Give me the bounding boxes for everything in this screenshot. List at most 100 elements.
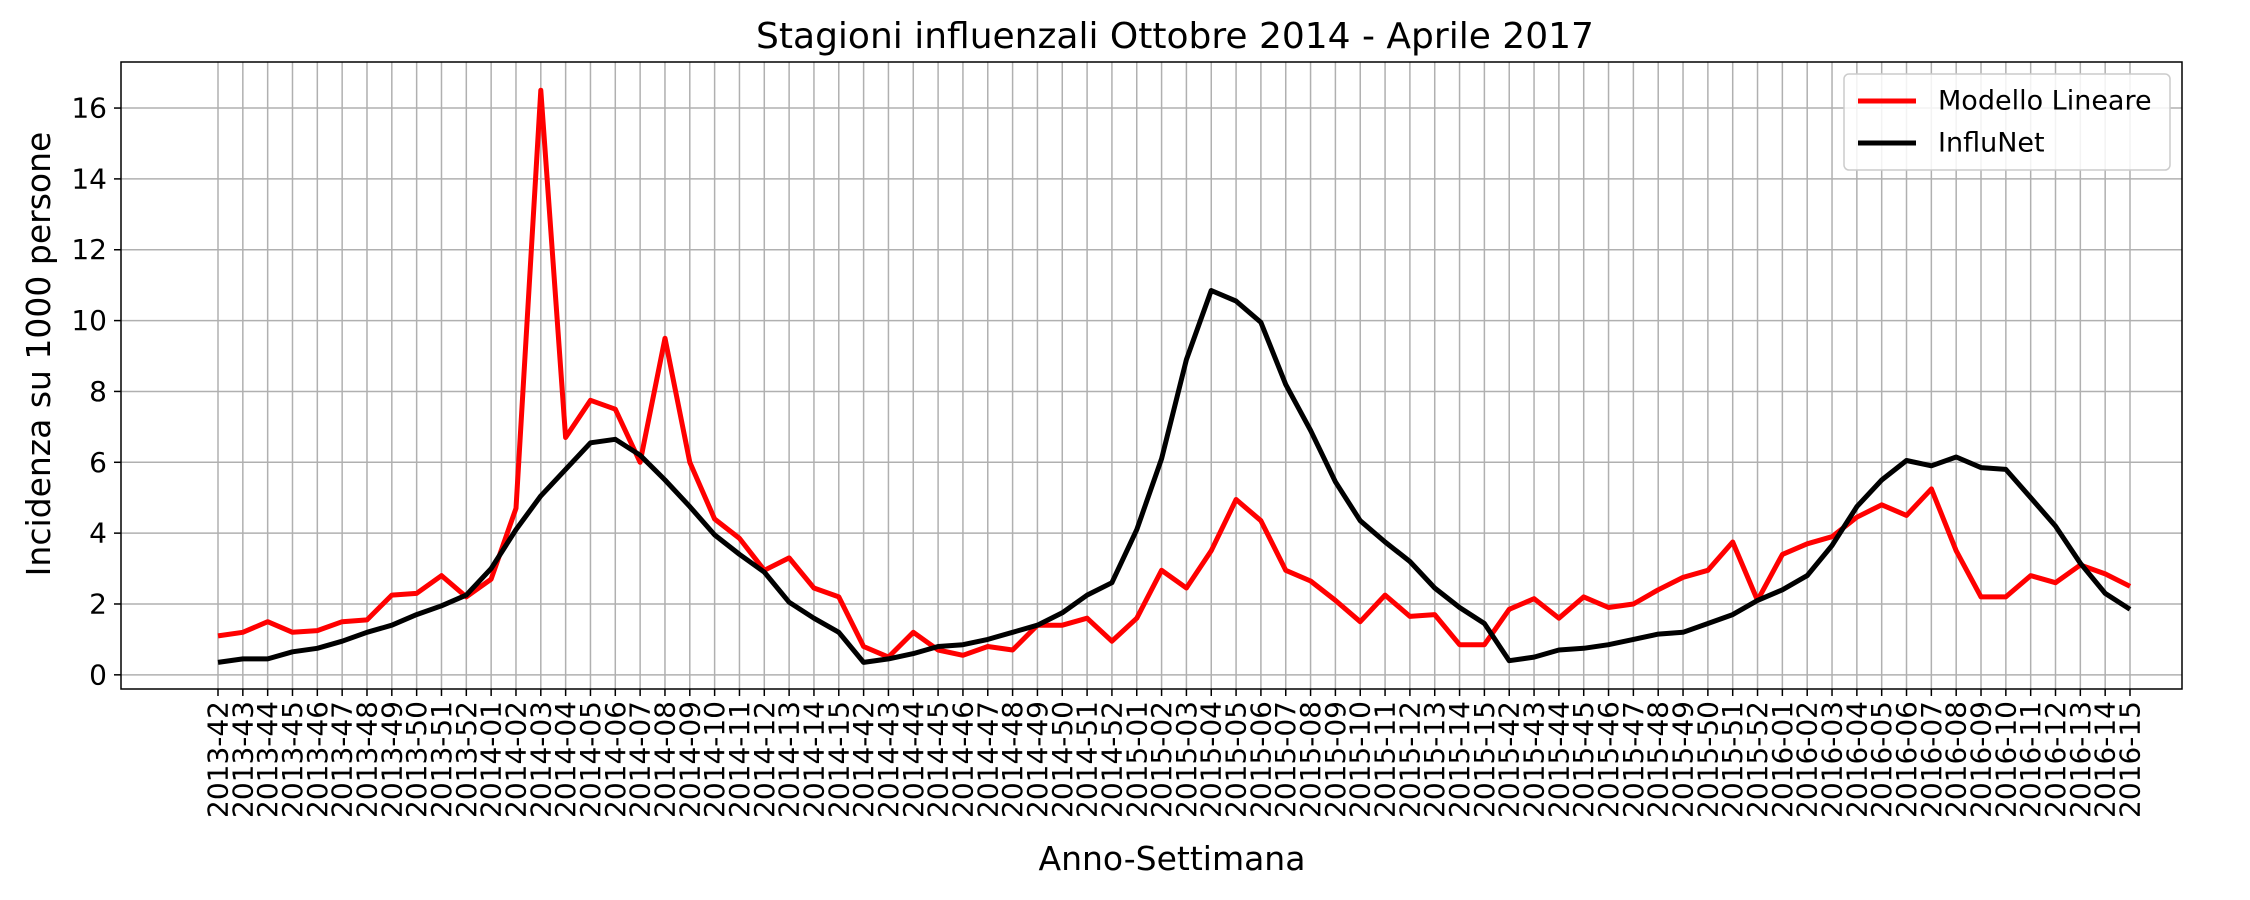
x-tick-label: 2015-03 bbox=[1170, 701, 1203, 818]
x-tick-label: 2015-46 bbox=[1592, 701, 1625, 818]
y-tick-label: 14 bbox=[71, 162, 107, 195]
y-axis-label: Incidenza su 1000 persone bbox=[19, 132, 58, 577]
x-tick-label: 2014-42 bbox=[847, 701, 880, 818]
grid bbox=[121, 62, 2182, 689]
x-tick-label: 2014-07 bbox=[624, 701, 657, 818]
y-tick-label: 0 bbox=[89, 658, 107, 691]
x-tick-label: 2016-02 bbox=[1791, 701, 1824, 818]
series-line-influnet bbox=[217, 288, 2132, 665]
x-tick-label: 2016-11 bbox=[2014, 701, 2047, 818]
series-lines bbox=[217, 87, 2132, 665]
x-tick-label: 2015-05 bbox=[1220, 701, 1253, 818]
x-tick-label: 2014-02 bbox=[499, 701, 532, 818]
x-tick-label: 2015-47 bbox=[1617, 701, 1650, 818]
y-tick-label: 4 bbox=[89, 517, 107, 550]
x-tick-label: 2013-48 bbox=[350, 701, 383, 818]
x-tick-label: 2015-06 bbox=[1244, 701, 1277, 818]
y-tick-label: 16 bbox=[71, 92, 107, 125]
x-tick-label: 2015-48 bbox=[1642, 701, 1675, 818]
x-tick-label: 2015-07 bbox=[1269, 701, 1302, 818]
y-tick-label: 8 bbox=[89, 375, 107, 408]
x-tick-label: 2014-05 bbox=[574, 701, 607, 818]
y-axis: 0 2 4 6 8 10 12 14 16 bbox=[71, 92, 121, 691]
x-tick-label: 2015-44 bbox=[1542, 701, 1575, 818]
x-tick-label: 2013-43 bbox=[226, 701, 259, 818]
x-tick-label: 2014-49 bbox=[1021, 701, 1054, 818]
x-tick-label: 2013-49 bbox=[375, 701, 408, 818]
x-tick-label: 2015-04 bbox=[1195, 701, 1228, 818]
y-tick-label: 10 bbox=[71, 304, 107, 337]
legend-label-modello-lineare: Modello Lineare bbox=[1938, 86, 2152, 117]
x-tick-label: 2013-44 bbox=[251, 701, 284, 818]
legend-label-influnet: InfluNet bbox=[1938, 128, 2045, 159]
x-tick-label: 2016-03 bbox=[1816, 701, 1849, 818]
x-tick-label: 2013-50 bbox=[400, 701, 433, 818]
x-tick-label: 2015-08 bbox=[1294, 701, 1327, 818]
x-tick-label: 2013-45 bbox=[276, 701, 309, 818]
x-tick-label: 2014-43 bbox=[872, 701, 905, 818]
x-tick-label: 2014-06 bbox=[599, 701, 632, 818]
x-tick-label: 2015-13 bbox=[1418, 701, 1451, 818]
x-tick-label: 2015-01 bbox=[1120, 701, 1153, 818]
x-tick-label: 2015-51 bbox=[1716, 701, 1749, 818]
legend-box bbox=[1843, 73, 2171, 171]
x-tick-label: 2015-10 bbox=[1344, 701, 1377, 818]
y-tick-label: 2 bbox=[89, 587, 107, 620]
x-tick-label: 2015-02 bbox=[1145, 701, 1178, 818]
x-tick-label: 2015-43 bbox=[1518, 701, 1551, 818]
x-tick-label: 2016-09 bbox=[1965, 701, 1998, 818]
x-axis: 2013-422013-432013-442013-452013-462013-… bbox=[202, 689, 2147, 818]
x-tick-label: 2013-47 bbox=[326, 701, 359, 818]
plot-frame bbox=[120, 61, 2183, 690]
x-tick-label: 2016-15 bbox=[2114, 701, 2147, 818]
x-tick-label: 2014-12 bbox=[748, 701, 781, 818]
x-tick-label: 2013-42 bbox=[202, 701, 235, 818]
x-tick-label: 2015-50 bbox=[1691, 701, 1724, 818]
chart-title: Stagioni influenzali Ottobre 2014 - Apri… bbox=[756, 16, 1594, 57]
x-tick-label: 2016-12 bbox=[2039, 701, 2072, 818]
x-tick-label: 2014-09 bbox=[673, 701, 706, 818]
x-tick-label: 2015-14 bbox=[1443, 701, 1476, 818]
x-tick-label: 2014-10 bbox=[698, 701, 731, 818]
x-tick-label: 2013-52 bbox=[450, 701, 483, 818]
x-tick-label: 2016-08 bbox=[1940, 701, 1973, 818]
x-tick-label: 2014-08 bbox=[648, 701, 681, 818]
x-tick-label: 2016-10 bbox=[1989, 701, 2022, 818]
series-line-modello-lineare bbox=[217, 87, 2132, 660]
x-tick-label: 2016-13 bbox=[2064, 701, 2097, 818]
x-tick-label: 2013-46 bbox=[301, 701, 334, 818]
x-tick-label: 2014-15 bbox=[822, 701, 855, 818]
x-tick-label: 2014-04 bbox=[549, 701, 582, 818]
x-tick-label: 2014-51 bbox=[1071, 701, 1104, 818]
x-tick-label: 2016-05 bbox=[1865, 701, 1898, 818]
x-tick-label: 2014-45 bbox=[922, 701, 955, 818]
x-axis-label: Anno-Settimana bbox=[1039, 839, 1306, 878]
x-tick-label: 2014-01 bbox=[475, 701, 508, 818]
y-tick-label: 6 bbox=[89, 446, 107, 479]
x-tick-label: 2013-51 bbox=[425, 701, 458, 818]
x-tick-label: 2014-13 bbox=[773, 701, 806, 818]
x-tick-label: 2016-07 bbox=[1915, 701, 1948, 818]
x-tick-label: 2015-49 bbox=[1667, 701, 1700, 818]
y-tick-label: 12 bbox=[71, 233, 107, 266]
x-tick-label: 2014-50 bbox=[1046, 701, 1079, 818]
x-tick-label: 2015-42 bbox=[1493, 701, 1526, 818]
x-tick-label: 2014-44 bbox=[897, 701, 930, 818]
legend: Modello Lineare InfluNet bbox=[1843, 73, 2171, 171]
x-tick-label: 2015-52 bbox=[1741, 701, 1774, 818]
x-tick-label: 2014-11 bbox=[723, 701, 756, 818]
x-tick-label: 2014-47 bbox=[971, 701, 1004, 818]
x-tick-label: 2016-06 bbox=[1890, 701, 1923, 818]
x-tick-label: 2014-14 bbox=[797, 701, 830, 818]
x-tick-label: 2016-14 bbox=[2089, 701, 2122, 818]
x-tick-label: 2015-11 bbox=[1369, 701, 1402, 818]
x-tick-label: 2015-09 bbox=[1319, 701, 1352, 818]
x-tick-label: 2014-48 bbox=[996, 701, 1029, 818]
x-tick-label: 2014-46 bbox=[946, 701, 979, 818]
x-tick-label: 2014-03 bbox=[524, 701, 557, 818]
x-tick-label: 2014-52 bbox=[1095, 701, 1128, 818]
x-tick-label: 2015-15 bbox=[1468, 701, 1501, 818]
x-tick-label: 2016-01 bbox=[1766, 701, 1799, 818]
x-tick-label: 2015-45 bbox=[1567, 701, 1600, 818]
